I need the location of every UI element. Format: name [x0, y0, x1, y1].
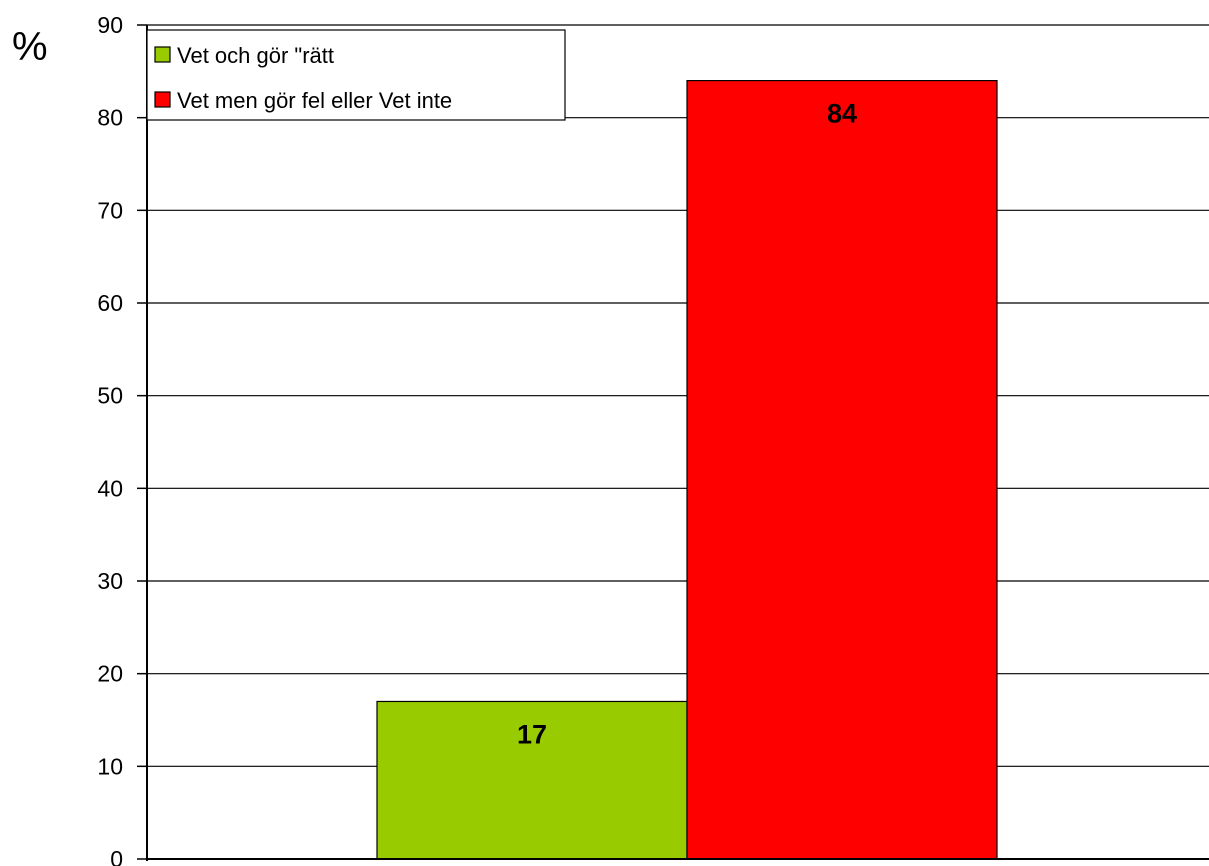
legend: Vet och gör "rätt Vet men gör fel eller …	[146, 29, 566, 121]
y-tick-label-10: 10	[97, 753, 123, 779]
y-tick-label-0: 0	[110, 846, 123, 866]
y-tick-label-30: 30	[97, 568, 123, 594]
legend-box	[146, 29, 566, 121]
y-tick-label-40: 40	[97, 475, 123, 501]
y-tick-label-50: 50	[97, 383, 123, 409]
bars	[376, 79, 998, 860]
y-tick-label-70: 70	[97, 197, 123, 223]
y-tick-labels: 0 10 20 30 40 50 60 70 80 90	[97, 12, 147, 866]
y-tick-label-60: 60	[97, 290, 123, 316]
y-tick-label-90: 90	[97, 12, 123, 38]
legend-swatch-0	[154, 46, 171, 63]
bar-value-label-1: 84	[827, 99, 857, 129]
bar-1	[686, 79, 998, 860]
legend-label-1: Vet men gör fel eller Vet inte	[177, 88, 452, 113]
y-axis	[146, 25, 1209, 861]
gridlines	[147, 24, 1209, 767]
bar-value-label-0: 17	[517, 719, 547, 749]
y-tick-label-80: 80	[97, 105, 123, 131]
legend-swatch-1	[154, 91, 171, 108]
y-tick-label-20: 20	[97, 661, 123, 687]
legend-label-0: Vet och gör "rätt	[177, 43, 334, 68]
y-axis-label: %	[12, 25, 48, 69]
